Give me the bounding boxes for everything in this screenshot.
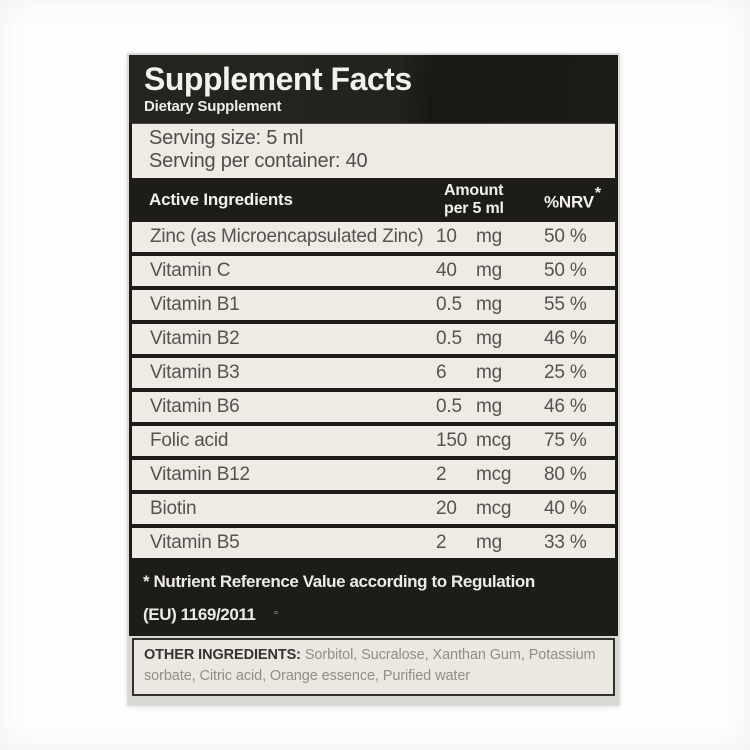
ingredient-nrv: 46 %	[544, 328, 587, 349]
ingredient-amount: 6	[436, 362, 447, 383]
ingredient-nrv: 40 %	[544, 498, 587, 519]
ingredient-name: Biotin	[150, 498, 197, 519]
nrv-text: %NRV	[544, 192, 594, 212]
supplement-facts-label: Supplement Facts Dietary Supplement Serv…	[127, 53, 620, 706]
ingredient-unit: mcg	[476, 464, 512, 485]
footnote-line1: * Nutrient Reference Value according to …	[143, 572, 535, 591]
footnote-regulation-number: (EU) 1169/2011	[143, 605, 256, 624]
table-header-row: Active Ingredients Amount per 5 ml %NRV*	[129, 178, 618, 222]
ingredient-name: Vitamin B2	[150, 328, 240, 349]
column-header-amount-line2: per 5 ml	[444, 200, 504, 217]
table-row: Zinc (as Microencapsulated Zinc) 10 mg 5…	[132, 222, 615, 252]
ingredient-unit: mg	[476, 260, 502, 281]
ingredient-amount: 40	[436, 260, 457, 281]
table-row: Vitamin B5 2 mg 33 %	[132, 528, 615, 558]
ingredient-unit: mg	[476, 328, 502, 349]
table-row: Vitamin C 40 mg 50 %	[132, 256, 615, 286]
nrv-asterisk: *	[594, 184, 601, 202]
ingredient-nrv: 50 %	[544, 260, 587, 281]
ingredient-amount: 150	[436, 430, 468, 451]
column-header-nrv: %NRV*	[542, 184, 618, 213]
ingredient-nrv: 25 %	[544, 362, 587, 383]
ingredient-amount: 0.5	[436, 328, 462, 349]
page-title: Supplement Facts	[144, 61, 412, 97]
ingredient-nrv: 46 %	[544, 396, 587, 417]
ingredient-name: Vitamin B3	[150, 362, 240, 383]
ingredient-unit: mg	[476, 532, 502, 553]
ingredient-amount: 0.5	[436, 294, 462, 315]
ingredient-amount: 2	[436, 532, 447, 553]
ingredient-name: Vitamin C	[150, 260, 231, 281]
ingredient-amount: 2	[436, 464, 447, 485]
column-header-active-ingredients: Active Ingredients	[149, 190, 293, 209]
ingredient-amount: 20	[436, 498, 457, 519]
ingredient-nrv: 50 %	[544, 226, 587, 247]
column-header-amount-line1: Amount	[444, 182, 504, 199]
ingredient-name: Folic acid	[150, 430, 229, 451]
other-ingredients-text: Sorbitol, Sucralose, Xanthan Gum, Potass…	[144, 647, 596, 684]
print-artifact-mark: °	[273, 608, 279, 622]
serving-info-box: Serving size: 5 ml Serving per container…	[132, 123, 615, 178]
ingredient-unit: mg	[476, 226, 502, 247]
ingredient-unit: mg	[476, 396, 502, 417]
serving-size-line: Serving size: 5 ml	[149, 127, 304, 149]
ingredient-name: Vitamin B12	[150, 464, 250, 485]
table-row: Biotin 20 mcg 40 %	[132, 494, 615, 524]
ingredient-unit: mg	[476, 362, 502, 383]
ingredient-unit: mcg	[476, 498, 512, 519]
serving-per-container-line: Serving per container: 40	[149, 150, 368, 172]
nrv-footnote: * Nutrient Reference Value according to …	[129, 562, 618, 636]
footnote-line2: (EU) 1169/2011 °	[143, 604, 618, 626]
ingredient-unit: mg	[476, 294, 502, 315]
ingredient-name: Vitamin B1	[150, 294, 240, 315]
table-row: Vitamin B3 6 mg 25 %	[132, 358, 615, 388]
ingredient-name: Vitamin B6	[150, 396, 240, 417]
subtitle: Dietary Supplement	[144, 98, 282, 115]
table-row: Vitamin B12 2 mcg 80 %	[132, 460, 615, 490]
ingredient-unit: mcg	[476, 430, 512, 451]
ingredient-nrv: 75 %	[544, 430, 587, 451]
table-row: Vitamin B2 0.5 mg 46 %	[132, 324, 615, 354]
ingredient-name: Vitamin B5	[150, 532, 240, 553]
other-ingredients-section: OTHER INGREDIENTS: Sorbitol, Sucralose, …	[129, 636, 618, 704]
other-ingredients-label: OTHER INGREDIENTS:	[144, 647, 301, 663]
table-row: Folic acid 150 mcg 75 %	[132, 426, 615, 456]
column-header-amount: Amount per 5 ml	[436, 182, 542, 218]
ingredient-amount: 10	[436, 226, 457, 247]
table-row: Vitamin B6 0.5 mg 46 %	[132, 392, 615, 422]
ingredient-nrv: 80 %	[544, 464, 587, 485]
ingredient-nrv: 33 %	[544, 532, 587, 553]
facts-header: Supplement Facts Dietary Supplement	[129, 55, 618, 123]
ingredient-amount: 0.5	[436, 396, 462, 417]
ingredient-nrv: 55 %	[544, 294, 587, 315]
ingredient-name: Zinc (as Microencapsulated Zinc)	[150, 226, 424, 247]
table-row: Vitamin B1 0.5 mg 55 %	[132, 290, 615, 320]
other-ingredients-box: OTHER INGREDIENTS: Sorbitol, Sucralose, …	[132, 638, 615, 696]
